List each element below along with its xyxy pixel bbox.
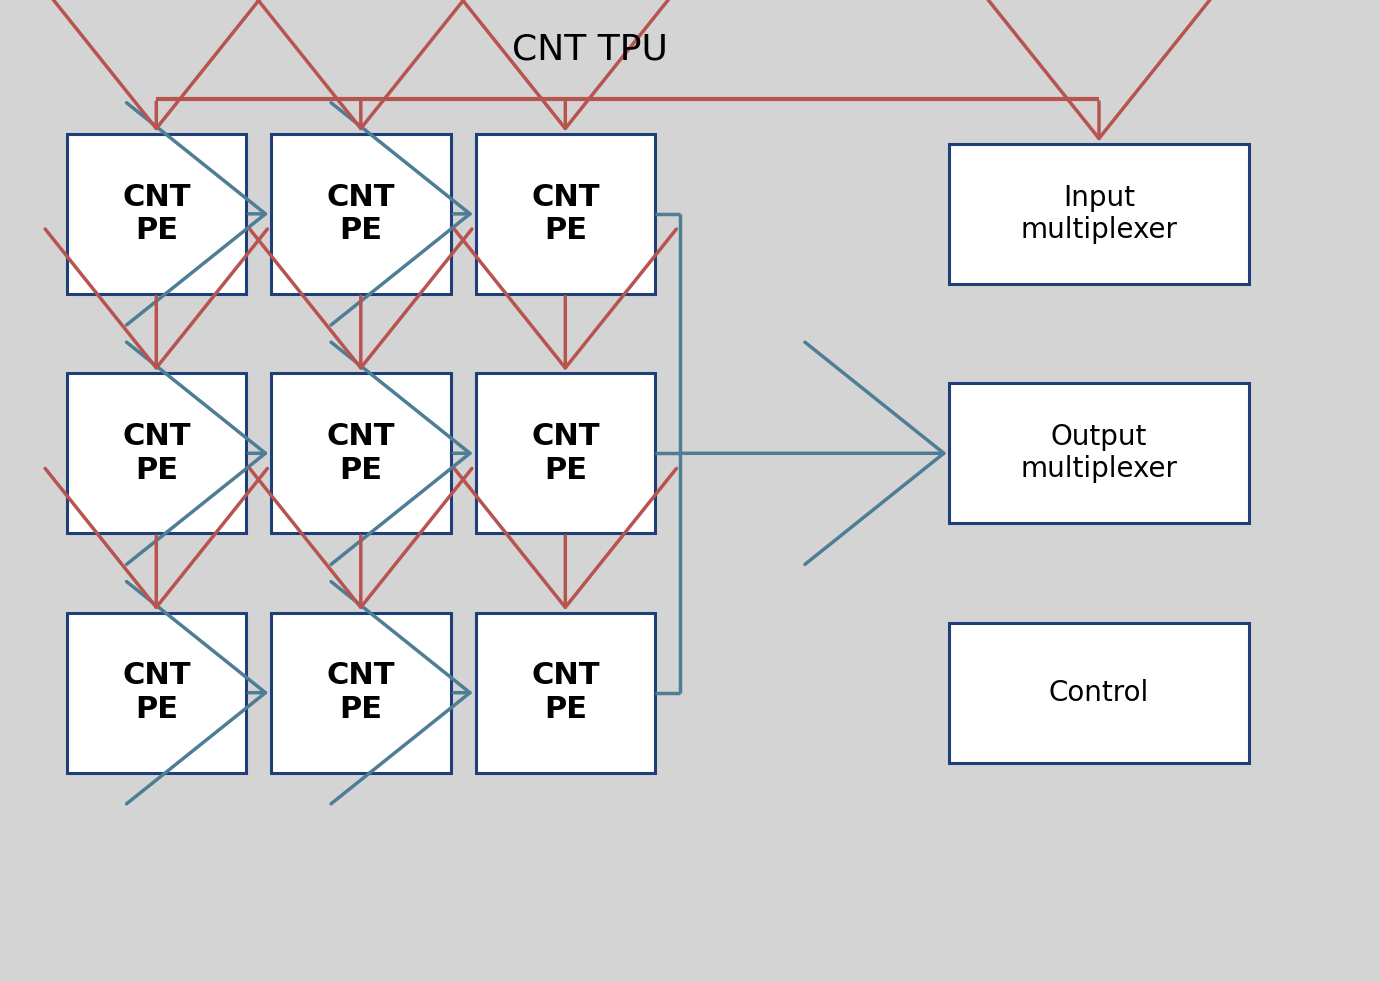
Text: CNT
PE: CNT PE	[327, 662, 395, 724]
Text: CNT
PE: CNT PE	[121, 183, 190, 246]
Bar	[949, 144, 1249, 284]
Bar	[66, 373, 246, 533]
Text: Output
multiplexer: Output multiplexer	[1021, 423, 1177, 483]
Text: Input
multiplexer: Input multiplexer	[1021, 184, 1177, 245]
Bar	[476, 373, 656, 533]
Text: CNT
PE: CNT PE	[121, 422, 190, 484]
Bar	[66, 613, 246, 773]
Text: CNT
PE: CNT PE	[531, 183, 599, 246]
Text: CNT
PE: CNT PE	[327, 183, 395, 246]
Bar	[476, 613, 656, 773]
Bar	[949, 623, 1249, 763]
Text: CNT
PE: CNT PE	[327, 422, 395, 484]
Bar	[66, 135, 246, 294]
Text: CNT
PE: CNT PE	[121, 662, 190, 724]
Bar	[270, 373, 451, 533]
Bar	[949, 383, 1249, 523]
Bar	[476, 135, 656, 294]
Bar	[270, 613, 451, 773]
Text: CNT
PE: CNT PE	[531, 662, 599, 724]
Bar	[270, 135, 451, 294]
Text: CNT
PE: CNT PE	[531, 422, 599, 484]
Text: Control: Control	[1049, 679, 1150, 707]
Text: CNT TPU: CNT TPU	[512, 32, 668, 66]
